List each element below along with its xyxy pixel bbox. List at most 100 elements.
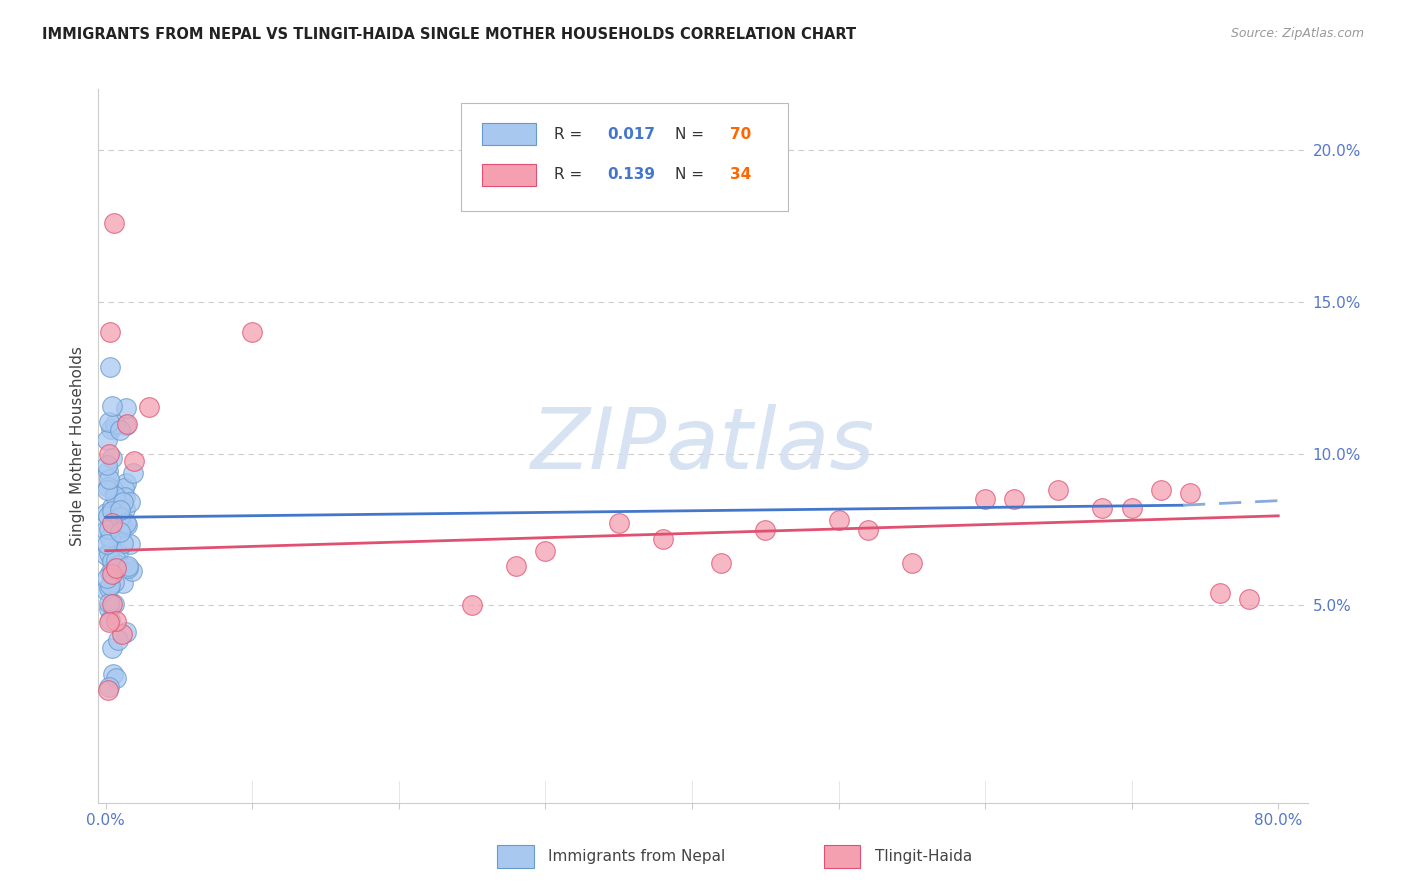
Point	[97, 596, 120, 610]
Point	[101, 482, 124, 496]
Point	[901, 556, 924, 570]
Point	[108, 510, 131, 524]
Bar	[482, 164, 536, 186]
Text: R =: R =	[554, 168, 582, 182]
Point	[96, 537, 118, 551]
Point	[461, 599, 484, 613]
Point	[98, 566, 121, 581]
Point	[97, 522, 120, 536]
Point	[105, 614, 128, 628]
Point	[710, 556, 733, 570]
Point	[1180, 486, 1202, 500]
Point	[98, 615, 121, 630]
Point	[107, 633, 129, 648]
Point	[96, 433, 118, 447]
Point	[534, 543, 557, 558]
Bar	[824, 845, 860, 868]
Point	[107, 558, 129, 572]
Point	[98, 530, 121, 544]
Point	[98, 325, 121, 339]
Point	[105, 561, 128, 575]
Point	[94, 524, 117, 538]
Point	[118, 537, 141, 551]
Text: N =: N =	[675, 127, 704, 142]
Point	[97, 581, 120, 595]
Point	[101, 666, 124, 681]
Point	[108, 524, 131, 539]
Point	[101, 554, 124, 568]
Point	[97, 464, 120, 478]
Point	[101, 451, 124, 466]
Point	[607, 516, 630, 531]
Point	[100, 504, 122, 518]
Point	[100, 422, 122, 436]
Point	[122, 454, 145, 468]
Point	[118, 494, 141, 508]
Text: 0.017: 0.017	[607, 127, 655, 142]
Point	[114, 490, 136, 504]
Point	[240, 325, 263, 339]
Point	[100, 359, 122, 374]
Point	[754, 523, 776, 537]
Point	[94, 548, 117, 562]
Point	[1150, 483, 1173, 497]
Point	[100, 567, 122, 582]
Text: ZIPatlas: ZIPatlas	[531, 404, 875, 488]
Point	[103, 597, 125, 611]
Point	[114, 516, 136, 530]
Point	[98, 447, 121, 461]
Point	[111, 536, 134, 550]
Point	[108, 503, 131, 517]
Point	[96, 571, 118, 585]
Text: IMMIGRANTS FROM NEPAL VS TLINGIT-HAIDA SINGLE MOTHER HOUSEHOLDS CORRELATION CHAR: IMMIGRANTS FROM NEPAL VS TLINGIT-HAIDA S…	[42, 27, 856, 42]
Point	[115, 417, 138, 431]
Point	[107, 546, 129, 560]
Point	[96, 582, 118, 597]
Point	[505, 558, 527, 573]
Point	[100, 500, 122, 514]
Point	[98, 614, 121, 628]
Text: Immigrants from Nepal: Immigrants from Nepal	[548, 849, 725, 863]
Point	[100, 567, 122, 582]
Text: 70: 70	[730, 127, 751, 142]
Point	[96, 458, 118, 473]
Point	[1208, 586, 1230, 600]
Point	[974, 492, 997, 507]
Point	[94, 507, 117, 521]
Point	[101, 399, 124, 413]
Point	[856, 523, 879, 537]
Point	[1004, 492, 1026, 507]
Point	[114, 417, 136, 432]
Point	[108, 423, 131, 437]
Point	[98, 533, 121, 547]
Point	[121, 564, 143, 578]
Point	[1091, 501, 1114, 516]
Bar	[498, 845, 534, 868]
Point	[97, 683, 120, 698]
Point	[1121, 501, 1143, 516]
Point	[115, 517, 138, 532]
Point	[98, 472, 121, 486]
Point	[115, 401, 138, 416]
Point	[111, 626, 134, 640]
Point	[97, 601, 120, 615]
Point	[103, 574, 125, 589]
Text: 34: 34	[730, 168, 751, 182]
Point	[827, 513, 849, 527]
Point	[104, 553, 127, 567]
Y-axis label: Single Mother Households: Single Mother Households	[69, 346, 84, 546]
Text: R =: R =	[554, 127, 582, 142]
Point	[103, 216, 125, 230]
Point	[114, 502, 136, 516]
Point	[121, 466, 143, 480]
Text: N =: N =	[675, 168, 704, 182]
Bar	[482, 123, 536, 145]
Point	[115, 475, 138, 490]
Text: 0.139: 0.139	[607, 168, 655, 182]
Point	[117, 561, 139, 575]
Point	[101, 516, 124, 531]
Point	[111, 494, 134, 508]
Point	[112, 481, 135, 495]
Point	[100, 553, 122, 567]
Point	[98, 680, 121, 694]
